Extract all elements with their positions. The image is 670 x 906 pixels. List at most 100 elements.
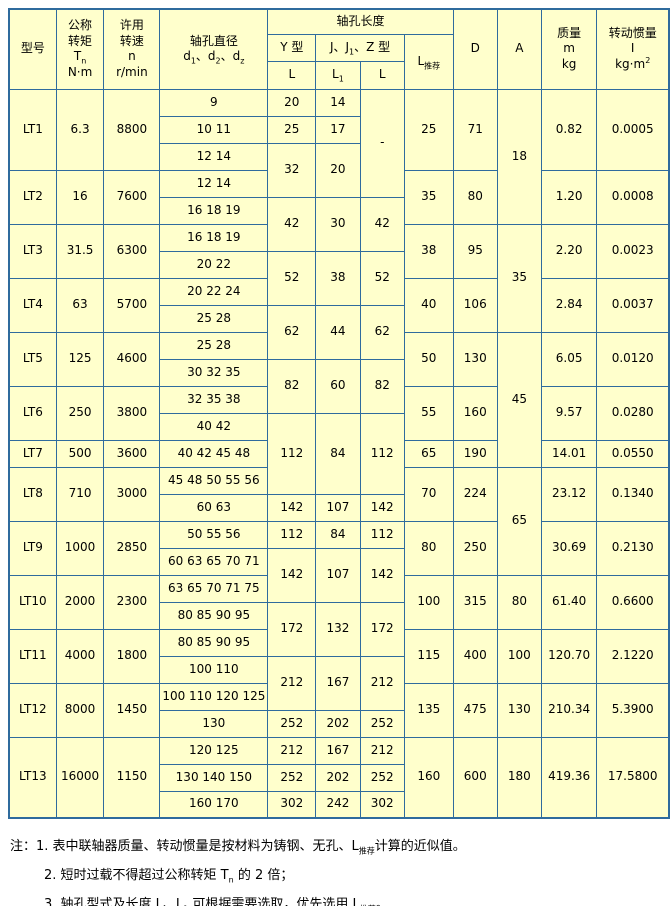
cell-mass: 2.84 bbox=[540, 277, 598, 333]
cell-mass: 61.40 bbox=[540, 574, 598, 630]
cell-length-recommended: 135 bbox=[403, 682, 454, 738]
cell-length-j: 202 bbox=[315, 709, 361, 738]
cell-D: 95 bbox=[452, 223, 498, 279]
table-row: LT8 710 3000 45 48 50 55 56 70 224 65 23… bbox=[8, 466, 670, 576]
cell-length-z: 172 bbox=[359, 601, 405, 657]
cell-speed: 3800 bbox=[103, 385, 161, 441]
table-row: LT6 250 3800 32 35 38 55 160 9.57 0.0280 bbox=[8, 385, 670, 441]
cell-inertia: 2.1220 bbox=[596, 628, 670, 684]
cell-inertia: 0.0037 bbox=[596, 277, 670, 333]
cell-length-y: 212 bbox=[267, 736, 317, 765]
cell-bore-diameter: 45 48 50 55 56 bbox=[159, 466, 269, 495]
cell-bore-diameter: 60 63 bbox=[159, 493, 269, 522]
cell-length-y: 20 bbox=[267, 88, 317, 117]
cell-D: 190 bbox=[452, 439, 498, 468]
cell-length-j: 17 bbox=[315, 115, 361, 144]
cell-bore-diameter: 32 35 38 bbox=[159, 385, 269, 414]
note-text: 3. 轴孔型式及长度 L、L1 可根据需要选取，优先选用 L推荐。 bbox=[44, 897, 389, 906]
cell-D: 600 bbox=[452, 736, 498, 819]
cell-model: LT7 bbox=[8, 439, 57, 468]
cell-length-z: 82 bbox=[359, 358, 405, 414]
cell-length-j: 44 bbox=[315, 304, 361, 360]
cell-speed: 8800 bbox=[103, 88, 161, 171]
cell-bore-diameter: 16 18 19 bbox=[159, 196, 269, 225]
table-row: LT12 8000 1450 100 110 120 125 135 475 1… bbox=[8, 682, 670, 738]
col-header-D: D bbox=[452, 8, 498, 90]
cell-length-recommended: 70 bbox=[403, 466, 454, 522]
cell-length-z: 212 bbox=[359, 655, 405, 711]
cell-D: 130 bbox=[452, 331, 498, 387]
cell-torque: 500 bbox=[55, 439, 105, 468]
cell-bore-diameter: 9 bbox=[159, 88, 269, 117]
inertia-label: 转动惯量 bbox=[608, 25, 657, 40]
cell-D: 80 bbox=[452, 169, 498, 225]
cell-model: LT8 bbox=[8, 466, 57, 522]
mass-unit: kg bbox=[561, 57, 577, 72]
bore-diameter-label: 轴孔直径 bbox=[189, 33, 238, 48]
cell-length-y: 252 bbox=[267, 763, 317, 792]
cell-speed: 2850 bbox=[103, 520, 161, 576]
notes-section: 注：1. 表中联轴器质量、转动惯量是按材料为铸钢、无孔、L推荐计算的近似值。 2… bbox=[10, 835, 670, 906]
mass-symbol: m bbox=[563, 41, 575, 56]
cell-length-z: 42 bbox=[359, 196, 405, 252]
cell-length-z: 252 bbox=[359, 709, 405, 738]
cell-length-y: 25 bbox=[267, 115, 317, 144]
cell-D: 315 bbox=[452, 574, 498, 630]
cell-model: LT3 bbox=[8, 223, 57, 279]
cell-speed: 1450 bbox=[103, 682, 161, 738]
cell-model: LT13 bbox=[8, 736, 57, 819]
speed-unit: r/min bbox=[116, 64, 148, 79]
cell-length-recommended: 55 bbox=[403, 385, 454, 441]
cell-torque: 1000 bbox=[55, 520, 105, 576]
cell-length-y: 62 bbox=[267, 304, 317, 360]
cell-length-recommended: 38 bbox=[403, 223, 454, 279]
cell-length-z: 112 bbox=[359, 520, 405, 549]
torque-label-line2: 转矩 bbox=[68, 33, 93, 48]
cell-length-y: 142 bbox=[267, 493, 317, 522]
cell-length-recommended: 80 bbox=[403, 520, 454, 576]
torque-label-line1: 公称 bbox=[68, 18, 93, 33]
table-row: 130 140 150 252 202 252 bbox=[9, 763, 669, 792]
cell-D: 71 bbox=[452, 88, 498, 171]
table-row: LT9 1000 2850 50 55 56 112 84 112 80 250… bbox=[8, 520, 670, 576]
cell-D: 475 bbox=[452, 682, 498, 738]
cell-torque: 16000 bbox=[55, 736, 105, 819]
cell-model: LT2 bbox=[8, 169, 57, 225]
cell-A: 65 bbox=[496, 466, 542, 576]
cell-mass: 120.70 bbox=[540, 628, 598, 684]
cell-model: LT10 bbox=[8, 574, 57, 630]
cell-speed: 7600 bbox=[103, 169, 161, 225]
cell-length-j: 167 bbox=[315, 655, 361, 711]
cell-length-z: 212 bbox=[359, 736, 405, 765]
cell-mass: 6.05 bbox=[540, 331, 598, 387]
cell-A: 80 bbox=[496, 574, 542, 630]
cell-model: LT9 bbox=[8, 520, 57, 576]
cell-bore-diameter: 40 42 bbox=[159, 412, 269, 441]
cell-length-y: 212 bbox=[267, 655, 317, 711]
cell-length-j: 60 bbox=[315, 358, 361, 414]
cell-length-z: 142 bbox=[359, 547, 405, 603]
cell-length-z: 142 bbox=[359, 493, 405, 522]
cell-mass: 23.12 bbox=[540, 466, 598, 522]
cell-bore-diameter: 100 110 120 125 bbox=[159, 682, 269, 711]
cell-bore-diameter: 10 11 bbox=[159, 115, 269, 144]
cell-bore-diameter: 50 55 56 bbox=[159, 520, 269, 549]
cell-torque: 125 bbox=[55, 331, 105, 387]
cell-inertia: 0.6600 bbox=[596, 574, 670, 630]
cell-mass: 2.20 bbox=[540, 223, 598, 279]
cell-D: 160 bbox=[452, 385, 498, 441]
cell-length-recommended: 40 bbox=[403, 277, 454, 333]
col-header-l-recommended: L推荐 bbox=[403, 33, 454, 90]
cell-model: LT4 bbox=[8, 277, 57, 333]
cell-length-recommended: 65 bbox=[403, 439, 454, 468]
table-row: LT13 16000 1150 120 125 212 167 212 160 … bbox=[8, 736, 670, 819]
cell-model: LT12 bbox=[8, 682, 57, 738]
cell-D: 224 bbox=[452, 466, 498, 522]
cell-inertia: 0.0550 bbox=[596, 439, 670, 468]
cell-length-j: 107 bbox=[315, 493, 361, 522]
cell-speed: 4600 bbox=[103, 331, 161, 387]
cell-inertia: 0.2130 bbox=[596, 520, 670, 576]
table-row: LT7 500 3600 40 42 45 48 65 190 14.01 0.… bbox=[8, 439, 670, 468]
cell-length-z: 52 bbox=[359, 250, 405, 306]
